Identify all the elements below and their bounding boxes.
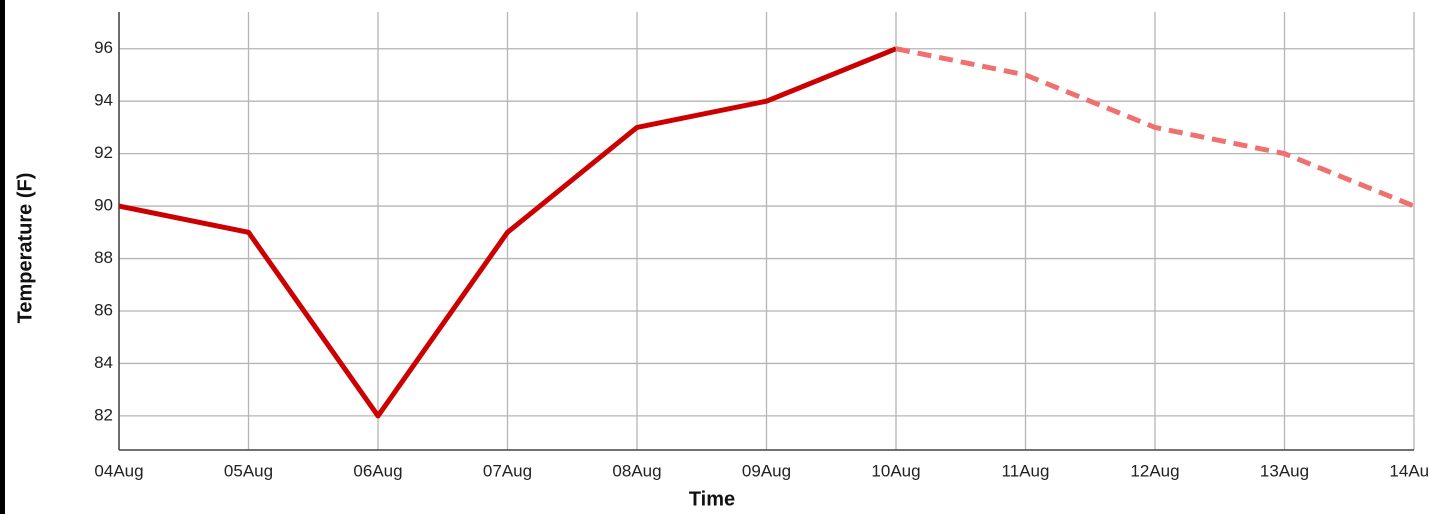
- x-tick-label: 11Aug: [1002, 461, 1050, 480]
- y-tick-label: 96: [94, 38, 113, 57]
- x-axis-title: Time: [689, 488, 735, 510]
- line-series: [118, 46, 897, 419]
- x-tick-label: 10Aug: [871, 461, 920, 480]
- y-tick-label: 90: [94, 196, 113, 215]
- y-tick-label: 92: [94, 143, 113, 162]
- y-tick-label: 82: [94, 405, 113, 424]
- x-tick-label: 05Aug: [224, 461, 273, 480]
- x-tick-label: 13Aug: [1260, 461, 1309, 480]
- x-tick-label: 06Aug: [353, 461, 402, 480]
- x-tick-label: 14Aug: [1389, 461, 1429, 480]
- y-tick-label: 86: [94, 300, 113, 319]
- edge-strip: [0, 0, 5, 514]
- y-axis-title: Temperature (F): [14, 173, 36, 324]
- x-tick-label: 12Aug: [1130, 461, 1179, 480]
- y-tick-label: 94: [94, 91, 113, 110]
- y-tick-label: 88: [94, 248, 113, 267]
- x-tick-label: 07Aug: [483, 461, 532, 480]
- x-tick-label: 08Aug: [612, 461, 661, 480]
- x-tick-label: 04Aug: [94, 461, 143, 480]
- y-tick-label: 84: [94, 353, 113, 372]
- x-tick-label: 09Aug: [742, 461, 791, 480]
- line-series: [895, 46, 1415, 209]
